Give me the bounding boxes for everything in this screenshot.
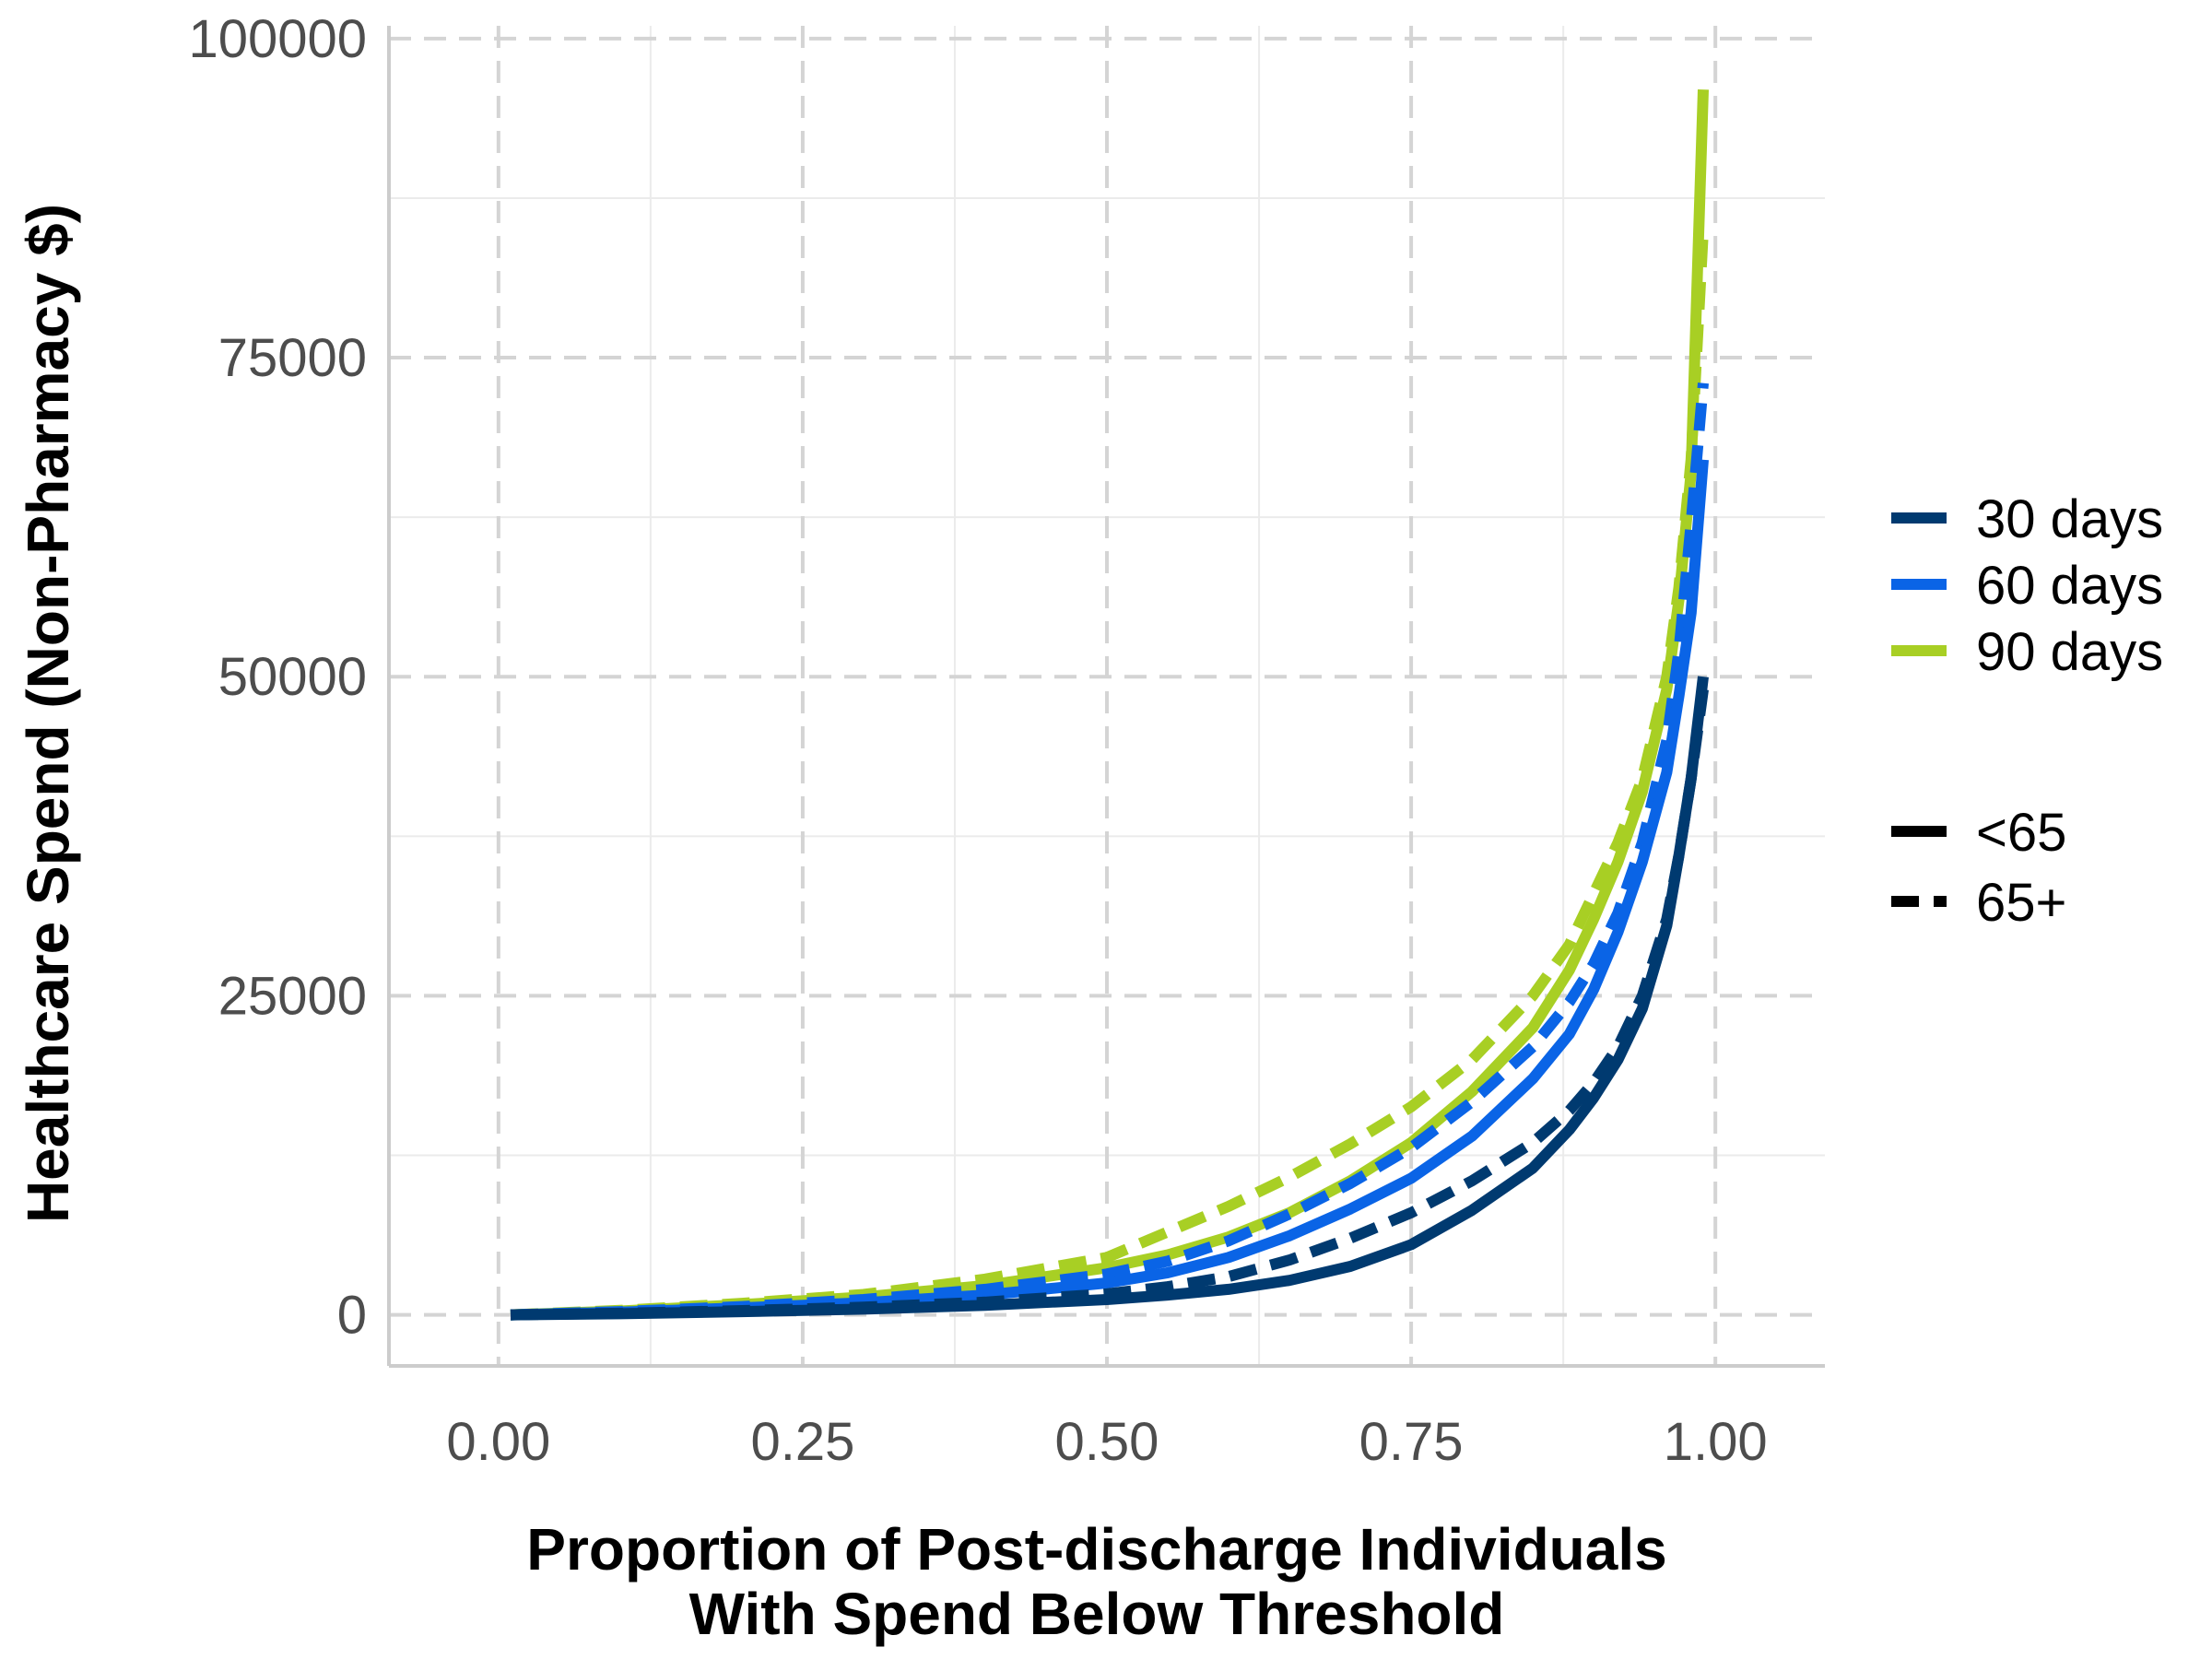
y-tick-label: 0 — [337, 1286, 367, 1346]
x-tick-label: 1.00 — [1664, 1412, 1768, 1472]
legend-label-90-days: 90 days — [1976, 622, 2163, 682]
x-tick-label: 0.00 — [446, 1412, 550, 1472]
legend-label-under-65: <65 — [1976, 803, 2066, 863]
x-tick-label: 0.50 — [1055, 1412, 1159, 1472]
legend-label-30-days: 30 days — [1976, 489, 2163, 549]
color-legend: 30 days 60 days 90 days — [1891, 489, 2163, 682]
axis-lines — [387, 26, 1825, 1368]
series-line-30-days-under-65 — [510, 676, 1709, 1321]
x-tick-label: 0.75 — [1359, 1412, 1464, 1472]
major-gridlines — [389, 26, 1825, 1366]
x-axis-title-line-2: With Spend Below Threshold — [689, 1581, 1505, 1647]
y-tick-label: 50000 — [218, 647, 367, 707]
legend-label-65-plus: 65+ — [1976, 873, 2066, 933]
legend-label-60-days: 60 days — [1976, 556, 2163, 616]
tick-labels: 0.00 0.25 0.50 0.75 1.00 0 25000 50000 75000 1000… — [188, 9, 1767, 1472]
y-tick-label: 75000 — [218, 328, 367, 388]
y-axis-title: Healthcare Spend (Non-Pharmacy $) — [15, 204, 81, 1223]
y-tick-label: 25000 — [218, 966, 367, 1026]
linetype-legend: <65 65+ — [1891, 803, 2066, 933]
series-lines — [510, 89, 1709, 1321]
y-tick-label: 100000 — [188, 9, 367, 69]
x-axis-title-line-1: Proportion of Post-discharge Individuals — [526, 1516, 1666, 1583]
x-tick-label: 0.25 — [750, 1412, 854, 1472]
